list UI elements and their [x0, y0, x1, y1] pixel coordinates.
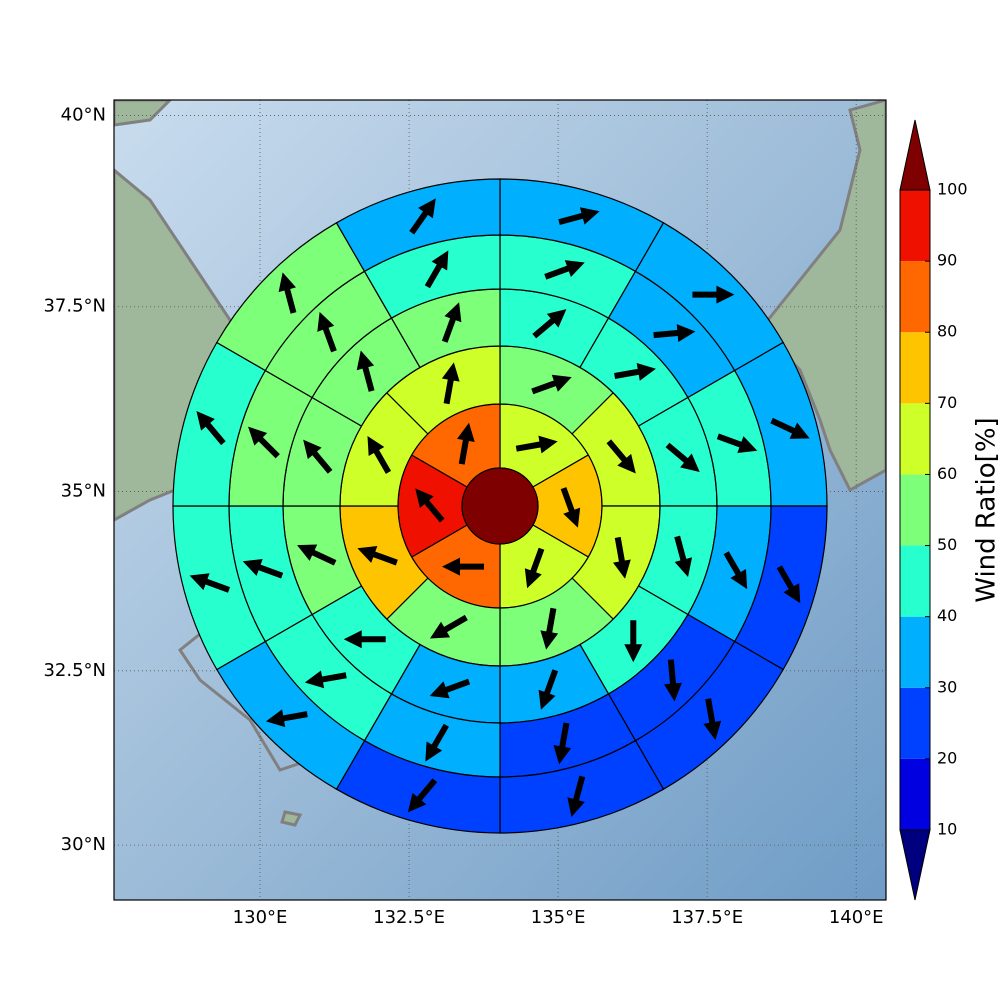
wind-rings	[173, 179, 827, 833]
x-tick-label: 132.5°E	[373, 907, 445, 928]
colorbar-label: Wind Ratio[%]	[972, 417, 1000, 602]
center-cell	[462, 468, 538, 544]
colorbar-bin	[900, 546, 930, 617]
colorbar-bin	[900, 617, 930, 688]
colorbar-bin	[900, 403, 930, 474]
x-tick-label: 137.5°E	[671, 907, 743, 928]
y-tick-label: 37.5°N	[43, 296, 106, 317]
y-tick-label: 32.5°N	[43, 660, 106, 681]
colorbar-bin	[900, 759, 930, 830]
colorbar-tick-label: 80	[937, 322, 957, 341]
colorbar-tick-label: 10	[937, 820, 957, 839]
colorbar-bin	[900, 688, 930, 759]
x-tick-label: 130°E	[233, 907, 288, 928]
island	[282, 812, 300, 825]
y-tick-label: 30°N	[61, 834, 106, 855]
colorbar-tick-label: 70	[937, 393, 957, 412]
x-tick-label: 135°E	[531, 907, 586, 928]
x-tick-label: 140°E	[829, 907, 884, 928]
colorbar-bin	[900, 261, 930, 332]
y-tick-label: 35°N	[61, 481, 106, 502]
colorbar-bin	[900, 474, 930, 545]
colorbar-under	[900, 830, 930, 900]
colorbar-tick-label: 90	[937, 251, 957, 270]
y-tick-label: 40°N	[61, 105, 106, 126]
colorbar-tick-label: 100	[937, 180, 968, 199]
colorbar-tick-label: 40	[937, 606, 957, 625]
colorbar-tick-label: 50	[937, 535, 957, 554]
colorbar-bin	[900, 190, 930, 261]
colorbar-tick-label: 20	[937, 748, 957, 767]
colorbar-bin	[900, 332, 930, 403]
colorbar-tick-label: 30	[937, 677, 957, 696]
colorbar-tick-label: 60	[937, 464, 957, 483]
colorbar-over	[900, 120, 930, 190]
colorbar: 10 20 30 40 50 60 70 80 90 100	[900, 120, 968, 900]
